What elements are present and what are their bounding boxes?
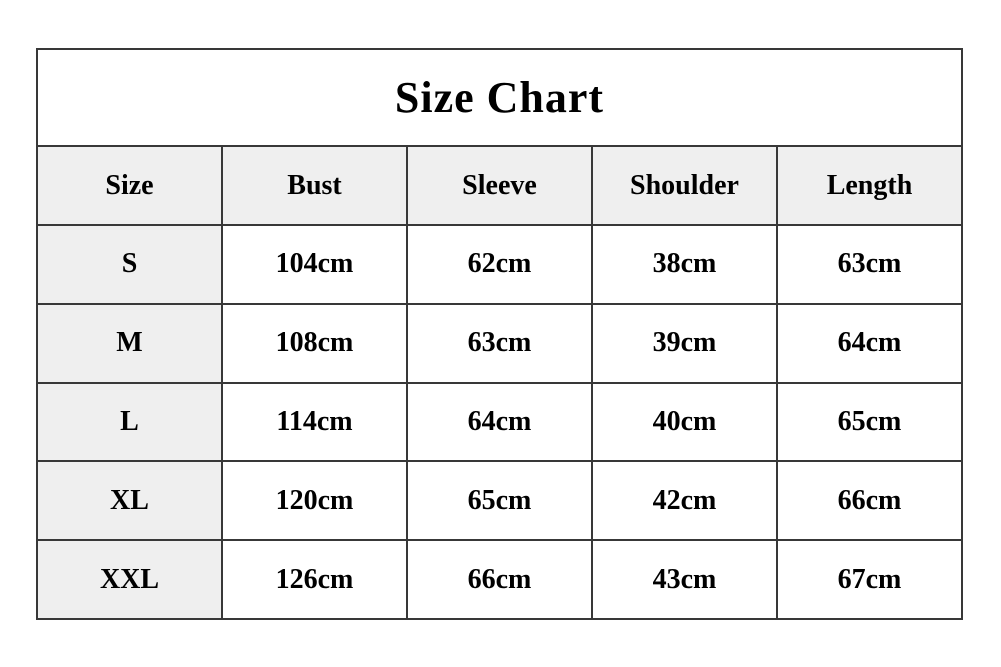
shoulder-value: 39cm xyxy=(591,302,778,384)
column-header-sleeve: Sleeve xyxy=(406,145,593,226)
length-value: 67cm xyxy=(776,539,963,620)
sleeve-value: 65cm xyxy=(406,460,593,542)
bust-value: 108cm xyxy=(221,302,408,384)
bust-value: 126cm xyxy=(221,539,408,620)
size-label: M xyxy=(36,302,223,384)
column-header-size: Size xyxy=(36,145,223,226)
bust-value: 114cm xyxy=(221,381,408,463)
shoulder-value: 42cm xyxy=(591,460,778,542)
table-row-s: S 104cm 62cm 38cm 63cm xyxy=(36,224,963,305)
size-label: XL xyxy=(36,460,223,542)
size-label: L xyxy=(36,381,223,463)
length-value: 65cm xyxy=(776,381,963,463)
size-chart-table: Size Chart Size Bust Sleeve Shoulder Len… xyxy=(36,48,963,620)
length-value: 63cm xyxy=(776,224,963,305)
length-value: 64cm xyxy=(776,302,963,384)
sleeve-value: 64cm xyxy=(406,381,593,463)
size-chart: Size Chart Size Bust Sleeve Shoulder Len… xyxy=(36,48,963,620)
table-row-l: L 114cm 64cm 40cm 65cm xyxy=(36,381,963,463)
sleeve-value: 62cm xyxy=(406,224,593,305)
size-label: S xyxy=(36,224,223,305)
table-row-m: M 108cm 63cm 39cm 64cm xyxy=(36,302,963,384)
chart-title: Size Chart xyxy=(36,48,963,147)
length-value: 66cm xyxy=(776,460,963,542)
column-header-length: Length xyxy=(776,145,963,226)
column-header-shoulder: Shoulder xyxy=(591,145,778,226)
column-header-bust: Bust xyxy=(221,145,408,226)
table-row-xl: XL 120cm 65cm 42cm 66cm xyxy=(36,460,963,542)
sleeve-value: 63cm xyxy=(406,302,593,384)
title-row: Size Chart xyxy=(36,48,963,147)
bust-value: 104cm xyxy=(221,224,408,305)
bust-value: 120cm xyxy=(221,460,408,542)
shoulder-value: 43cm xyxy=(591,539,778,620)
size-label: XXL xyxy=(36,539,223,620)
shoulder-value: 38cm xyxy=(591,224,778,305)
header-row: Size Bust Sleeve Shoulder Length xyxy=(36,145,963,226)
sleeve-value: 66cm xyxy=(406,539,593,620)
table-row-xxl: XXL 126cm 66cm 43cm 67cm xyxy=(36,539,963,620)
shoulder-value: 40cm xyxy=(591,381,778,463)
